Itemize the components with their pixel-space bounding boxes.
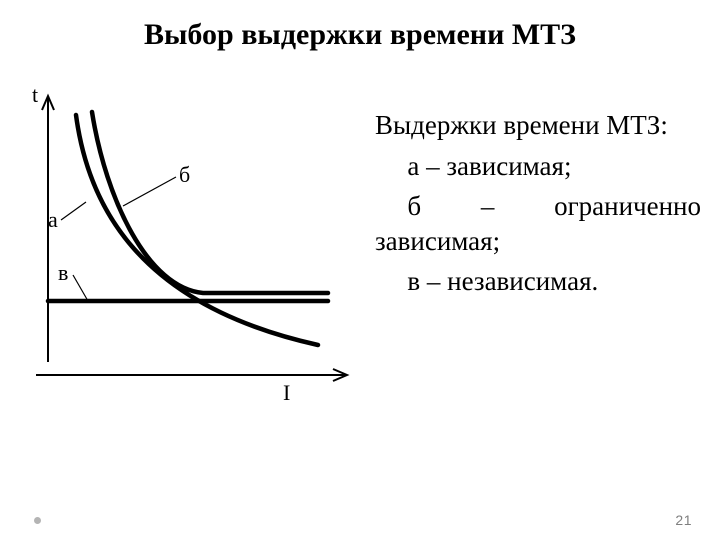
pointer-v bbox=[73, 275, 88, 301]
legend-text: Выдержки времени МТЗ: а – зависимая; б –… bbox=[375, 108, 701, 305]
slide-root: Выбор выдержки времени МТЗ bbox=[0, 0, 720, 540]
legend-item-a: а – зависимая; bbox=[375, 149, 701, 184]
curve-b bbox=[92, 112, 328, 293]
legend-intro: Выдержки времени МТЗ: bbox=[375, 108, 701, 143]
time-current-chart: t I а б в bbox=[28, 90, 358, 430]
curve-a bbox=[76, 115, 318, 345]
y-axis-label: t bbox=[32, 82, 38, 108]
page-number: 21 bbox=[675, 512, 692, 528]
curve-b-label: б bbox=[179, 162, 190, 188]
legend-item-v: в – независимая. bbox=[375, 264, 701, 299]
curve-a-label: а bbox=[48, 207, 58, 233]
curve-v-label: в bbox=[58, 260, 68, 286]
legend-item-b: б – ограниченно зависимая; bbox=[375, 189, 701, 258]
x-axis bbox=[36, 369, 347, 381]
pointer-a bbox=[61, 202, 86, 220]
pointer-b bbox=[123, 177, 176, 206]
x-axis-label: I bbox=[283, 380, 290, 406]
decor-bullet-icon bbox=[34, 517, 41, 524]
chart-svg bbox=[28, 90, 358, 390]
page-title: Выбор выдержки времени МТЗ bbox=[0, 18, 720, 52]
